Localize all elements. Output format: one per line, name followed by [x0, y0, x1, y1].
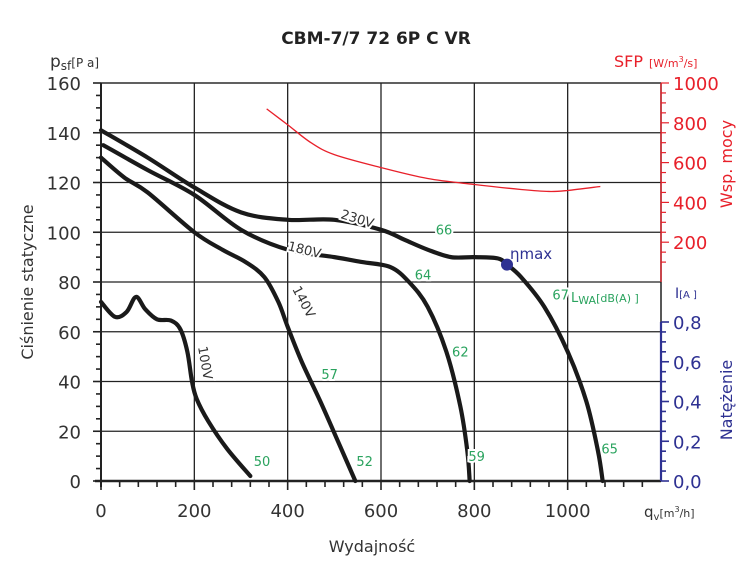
sfp-tick-label: 200 [673, 233, 707, 254]
y-tick-label: 100 [47, 223, 81, 244]
noise-label: 66 [436, 224, 453, 239]
current-tick-label: 0,4 [673, 393, 702, 414]
y-axis-title: Ciśnienie statyczne [18, 204, 37, 359]
eta-max-point [501, 258, 513, 271]
current-tick-label: 0,0 [673, 472, 702, 493]
sfp-tick-label: 800 [673, 114, 707, 135]
noise-label: 64 [415, 269, 432, 284]
current-axis-title: Natężenie [717, 360, 736, 441]
y-tick-label: 60 [58, 323, 81, 344]
y-tick-label: 120 [47, 174, 81, 195]
voltage-label-100v: 100V [194, 345, 215, 381]
sfp-axis-label: SFP [W/m3/s] [614, 52, 697, 71]
y-tick-label: 80 [58, 273, 81, 294]
chart-title: CBM-7/7 72 6P C VR [281, 29, 471, 49]
x-tick-label: 800 [457, 501, 491, 522]
current-tick-label: 0,8 [673, 313, 702, 334]
noise-label: 62 [452, 346, 469, 361]
axes: 0 20 40 60 80 100 120 140 160 0 200 400 600 800 1000 20… [47, 74, 719, 522]
y-tick-label: 140 [47, 124, 81, 145]
x-tick-label: 600 [364, 501, 398, 522]
y-tick-label: 0 [70, 472, 81, 493]
curve-100v [98, 294, 253, 479]
sfp-curve [266, 108, 601, 193]
noise-label: 52 [356, 455, 373, 470]
current-tick-label: 0,2 [673, 432, 702, 453]
voltage-label-140v: 140V [288, 284, 317, 321]
voltage-label-180v: 180V [286, 239, 322, 262]
y-tick-label: 160 [47, 74, 81, 95]
x-unit-label: qv[m3/h] [644, 503, 695, 523]
current-axis-label: I[A ] [675, 286, 697, 302]
x-tick-label: 200 [177, 501, 211, 522]
current-tick-label: 0,6 [673, 353, 702, 374]
x-tick-label: 1000 [545, 501, 591, 522]
curve-230v [98, 128, 605, 484]
voltage-label-230v: 230V [339, 207, 376, 231]
sfp-tick-label: 1000 [673, 74, 719, 95]
curves [98, 108, 605, 484]
x-tick-label: 0 [95, 501, 106, 522]
sfp-tick-label: 400 [673, 193, 707, 214]
noise-label: 67 [552, 288, 569, 303]
noise-label: 50 [254, 455, 271, 470]
grid [101, 82, 662, 481]
noise-label: 65 [601, 443, 618, 458]
noise-label: 59 [468, 450, 485, 465]
sfp-tick-label: 600 [673, 154, 707, 175]
x-tick-label: 400 [270, 501, 304, 522]
sfp-axis-title: Wsp. mocy [717, 120, 736, 208]
x-axis-title: Wydajność [329, 537, 415, 556]
y-tick-label: 40 [58, 373, 81, 394]
y-tick-label: 20 [58, 422, 81, 443]
lwa-unit-label: LWA[dB(A) ] [571, 291, 639, 307]
curve-140v [98, 155, 358, 484]
eta-max-label: ηmax [510, 245, 552, 263]
curve-180v [101, 143, 472, 484]
noise-label: 57 [321, 368, 338, 383]
y-unit-label: psf[P a] [50, 52, 99, 73]
